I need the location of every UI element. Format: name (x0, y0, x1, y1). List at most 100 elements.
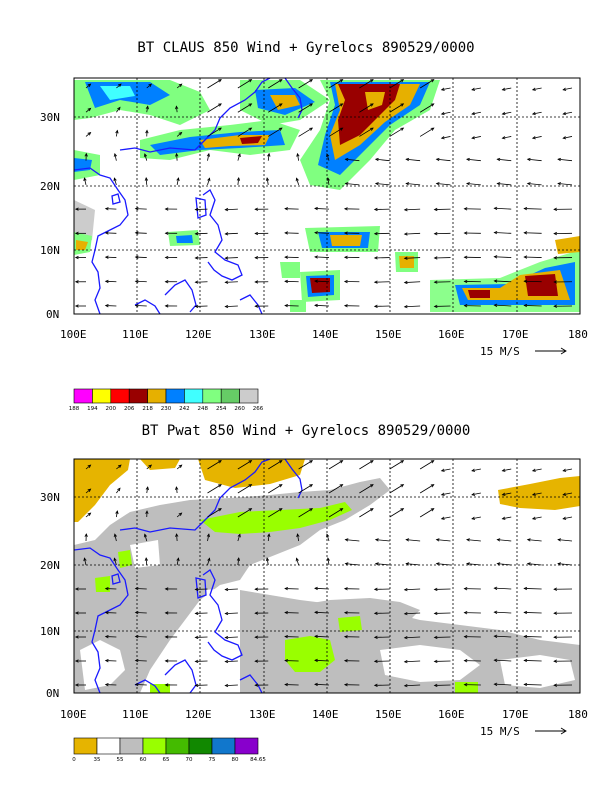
wind-vector-head (343, 683, 348, 687)
wind-vector (267, 153, 270, 161)
wind-vector-head (553, 635, 558, 639)
wind-vector-head (403, 232, 408, 236)
panel2-lon-label: 150E (375, 708, 402, 721)
wind-vector (296, 178, 300, 186)
wind-vector (298, 127, 313, 137)
colorbar-swatch (147, 388, 167, 404)
wind-vector (145, 177, 148, 185)
wind-vector (419, 79, 434, 89)
wind-vector-head (403, 611, 408, 616)
wind-vector (314, 587, 330, 590)
wind-vector-head (74, 683, 79, 687)
wind-vector (135, 660, 147, 662)
wind-vector (494, 659, 512, 662)
wind-vector (494, 683, 512, 686)
wind-vector-head (343, 231, 348, 235)
wind-vector-head (178, 83, 183, 88)
wind-vector (419, 484, 434, 494)
wind-vector-head (295, 557, 299, 562)
wind-vector-head (496, 562, 501, 566)
wind-vector (389, 508, 404, 518)
wind-vector-head (134, 303, 139, 308)
wind-vector (441, 136, 451, 139)
wind-vector-head (236, 557, 241, 562)
wind-vector-head (435, 538, 440, 542)
wind-vector (135, 588, 147, 590)
wind-vector (237, 534, 241, 542)
wind-vector (85, 83, 91, 89)
colorbar-tick-label: 35 (94, 757, 101, 763)
wind-vector-head (175, 105, 179, 110)
wind-vector-head (178, 464, 183, 469)
wind-vector-head (493, 634, 498, 638)
wind-vector (558, 539, 573, 542)
wind-vector-head (224, 280, 229, 284)
wind-vector-head (471, 111, 476, 116)
panel1-vector-ref-label: 15 M/S (480, 345, 520, 358)
wind-vector-head (440, 111, 445, 116)
wind-vector (314, 611, 330, 614)
wind-vector-head (143, 153, 148, 157)
wind-vector-head (440, 516, 445, 520)
wind-vector (237, 79, 252, 89)
wind-vector-head (254, 659, 259, 663)
wind-vector (494, 256, 512, 258)
wind-vector-head (430, 103, 435, 107)
wind-vector-head (164, 635, 169, 639)
wind-vector-head (194, 304, 199, 309)
wind-vector-head (405, 182, 410, 186)
wind-vector-head (74, 304, 79, 308)
wind-vector (225, 636, 238, 639)
colorbar-tick-label: 0 (72, 757, 76, 763)
wind-vector (135, 208, 147, 210)
wind-vector-head (224, 207, 229, 212)
panel2-coastlines (74, 459, 303, 693)
wind-vector-head (373, 207, 378, 212)
wind-vector-head (218, 103, 222, 107)
wind-vector-head (314, 206, 318, 211)
wind-vector-head (373, 232, 378, 236)
wind-vector (389, 484, 404, 494)
panel1-axes: 30N 20N 10N 0N 100E 110E 120E 130E 140E … (40, 111, 588, 358)
wind-vector-head (343, 635, 348, 639)
panel2-wind-vectors (74, 460, 573, 688)
wind-vector-head (284, 586, 288, 591)
wind-vector-head (224, 232, 229, 236)
wind-vector (328, 484, 343, 494)
wind-vector (85, 512, 91, 518)
wind-vector-head (84, 152, 88, 157)
wind-vector-head (326, 557, 330, 562)
wind-vector-head (403, 683, 408, 688)
wind-vector (375, 539, 390, 542)
wind-vector-head (194, 207, 199, 212)
wind-vector-head (373, 256, 378, 260)
panel1-lon-label: 180 (568, 328, 588, 341)
panel1-coastlines (74, 78, 303, 314)
colorbar-tick-label: 248 (198, 406, 209, 412)
wind-vector-head (557, 182, 562, 186)
colorbar-swatch (165, 737, 190, 755)
wind-vector-head (104, 586, 109, 591)
panel2-lon-label: 170E (502, 708, 529, 721)
wind-vector-head (557, 157, 562, 162)
colorbar-tick-label: 230 (161, 406, 172, 412)
wind-vector (563, 492, 573, 496)
wind-vector (314, 659, 330, 662)
wind-vector-head (87, 464, 92, 469)
wind-vector-head (463, 255, 468, 259)
wind-vector-head (339, 127, 344, 131)
colorbar-tick-label: 60 (140, 757, 147, 763)
wind-vector-head (224, 587, 229, 592)
wind-vector-head (278, 127, 283, 131)
wind-vector-head (248, 460, 253, 464)
wind-vector-head (523, 634, 528, 639)
wind-vector (207, 558, 210, 566)
wind-vector (494, 232, 512, 234)
wind-vector-head (175, 533, 179, 537)
wind-vector (175, 106, 178, 113)
wind-vector-head (84, 533, 88, 537)
wind-vector (207, 127, 222, 137)
panel2-lat-label: 10N (40, 625, 60, 638)
wind-vector (116, 107, 121, 113)
wind-vector (441, 111, 451, 115)
